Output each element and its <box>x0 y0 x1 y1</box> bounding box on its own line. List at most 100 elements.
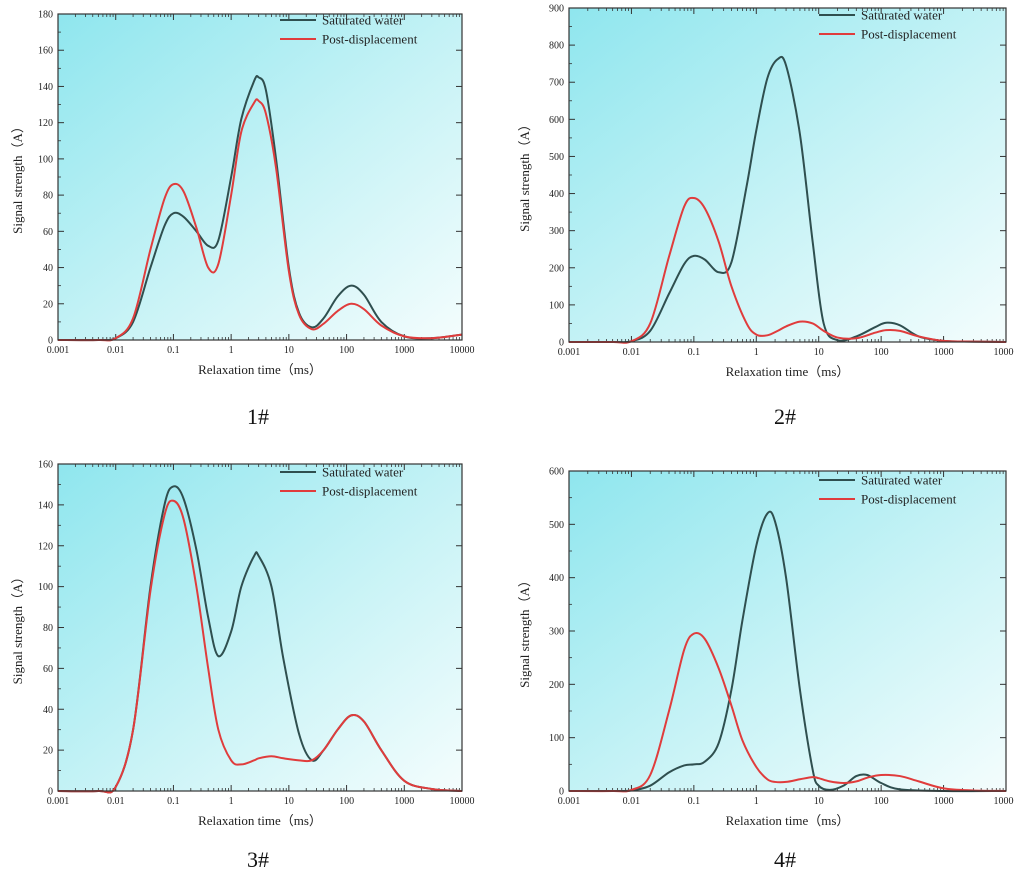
x-tick-label: 10000 <box>450 796 475 807</box>
x-tick-label: 1 <box>754 796 759 807</box>
legend-label: Saturated water <box>861 473 943 488</box>
y-tick-label: 900 <box>549 4 564 15</box>
legend-label: Post-displacement <box>322 484 418 499</box>
x-tick-label: 0.001 <box>558 796 581 807</box>
x-tick-label: 10000 <box>994 796 1014 807</box>
x-axis-label: Relaxation time（ms） <box>198 813 322 828</box>
x-tick-label: 0.01 <box>107 796 125 807</box>
y-tick-label: 200 <box>549 680 564 691</box>
chart-panel-1: 0.001 0.01 0.1 1 10 100 1000 10000 0 20 40 60 80 100 1… <box>0 0 507 442</box>
x-tick-label: 0.01 <box>623 796 641 807</box>
x-tick-label: 100 <box>874 347 889 358</box>
y-tick-label: 180 <box>38 10 53 21</box>
chart-3: 0.001 0.01 0.1 1 10 100 1000 10000 0 20 40 60 80 100 1… <box>0 442 507 885</box>
y-tick-label: 600 <box>549 467 564 478</box>
x-tick-label: 100 <box>339 796 354 807</box>
y-tick-label: 700 <box>549 78 564 89</box>
x-tick-label: 0.1 <box>167 796 180 807</box>
x-tick-label: 10 <box>284 345 294 356</box>
y-tick-label: 80 <box>43 623 53 634</box>
y-tick-label: 140 <box>38 500 53 511</box>
x-axis-label: Relaxation time（ms） <box>198 362 322 377</box>
x-tick-label: 0.1 <box>688 347 701 358</box>
y-tick-label: 0 <box>48 336 53 347</box>
legend-label: Saturated water <box>861 8 943 23</box>
y-tick-label: 120 <box>38 541 53 552</box>
x-tick-label: 1 <box>229 345 234 356</box>
y-tick-label: 20 <box>43 746 53 757</box>
legend-label: Post-displacement <box>322 32 418 47</box>
x-tick-label: 1000 <box>934 347 954 358</box>
chart-2: 0.001 0.01 0.1 1 10 100 1000 10000 0 100 200 300 400… <box>507 0 1014 442</box>
y-tick-label: 60 <box>43 227 53 238</box>
y-tick-label: 300 <box>549 226 564 237</box>
plot-background <box>569 8 1006 342</box>
plot-background <box>58 464 462 791</box>
legend-label: Saturated water <box>322 465 404 480</box>
x-tick-label: 100 <box>874 796 889 807</box>
chart-caption-2: 2# <box>735 404 835 430</box>
y-tick-label: 160 <box>38 460 53 471</box>
y-tick-label: 500 <box>549 520 564 531</box>
y-tick-label: 120 <box>38 118 53 129</box>
plot-background <box>58 14 462 340</box>
chart-caption-3: 3# <box>208 847 308 873</box>
legend-label: Post-displacement <box>861 492 957 507</box>
x-tick-label: 1 <box>754 347 759 358</box>
plot-background <box>569 471 1006 791</box>
chart-panel-4: 0.001 0.01 0.1 1 10 100 1000 10000 0 100 200 300 400… <box>507 442 1014 885</box>
y-axis-label: Signal strength（A） <box>517 118 532 232</box>
x-tick-label: 1000 <box>394 345 414 356</box>
y-tick-label: 500 <box>549 152 564 163</box>
y-axis-label: Signal strength（A） <box>517 574 532 688</box>
y-axis-label: Signal strength（A） <box>10 571 25 685</box>
y-tick-label: 40 <box>43 263 53 274</box>
y-tick-label: 80 <box>43 191 53 202</box>
legend-label: Saturated water <box>322 13 404 28</box>
x-axis-label: Relaxation time（ms） <box>726 364 850 379</box>
x-tick-label: 0.01 <box>623 347 641 358</box>
x-tick-label: 0.01 <box>107 345 125 356</box>
y-tick-label: 200 <box>549 263 564 274</box>
y-tick-label: 600 <box>549 115 564 126</box>
x-tick-label: 10 <box>814 796 824 807</box>
y-tick-label: 60 <box>43 664 53 675</box>
x-tick-label: 0.1 <box>688 796 701 807</box>
y-tick-label: 300 <box>549 627 564 638</box>
y-tick-label: 0 <box>559 787 564 798</box>
chart-panel-2: 0.001 0.01 0.1 1 10 100 1000 10000 0 100 200 300 400… <box>507 0 1014 442</box>
x-tick-label: 100 <box>339 345 354 356</box>
y-tick-label: 20 <box>43 299 53 310</box>
x-tick-label: 0.001 <box>47 345 70 356</box>
x-tick-label: 10 <box>814 347 824 358</box>
y-tick-label: 140 <box>38 82 53 93</box>
y-tick-label: 100 <box>38 582 53 593</box>
x-tick-label: 1000 <box>934 796 954 807</box>
y-tick-label: 0 <box>559 338 564 349</box>
y-tick-label: 100 <box>549 733 564 744</box>
x-axis-label: Relaxation time（ms） <box>726 813 850 828</box>
x-tick-label: 0.001 <box>47 796 70 807</box>
x-tick-label: 10000 <box>450 345 475 356</box>
y-tick-label: 400 <box>549 573 564 584</box>
y-axis-label: Signal strength（A） <box>10 120 25 234</box>
y-tick-label: 100 <box>38 154 53 165</box>
y-tick-label: 100 <box>549 300 564 311</box>
y-tick-label: 40 <box>43 705 53 716</box>
legend-label: Post-displacement <box>861 27 957 42</box>
chart-caption-4: 4# <box>735 847 835 873</box>
chart-panel-3: 0.001 0.01 0.1 1 10 100 1000 10000 0 20 40 60 80 100 1… <box>0 442 507 885</box>
x-tick-label: 1 <box>229 796 234 807</box>
chart-4: 0.001 0.01 0.1 1 10 100 1000 10000 0 100 200 300 400… <box>507 442 1014 885</box>
x-tick-label: 10 <box>284 796 294 807</box>
x-tick-label: 0.001 <box>558 347 581 358</box>
y-tick-label: 160 <box>38 46 53 57</box>
y-tick-label: 400 <box>549 189 564 200</box>
x-tick-label: 0.1 <box>167 345 180 356</box>
x-tick-label: 10000 <box>994 347 1014 358</box>
y-tick-label: 800 <box>549 41 564 52</box>
y-tick-label: 0 <box>48 787 53 798</box>
chart-caption-1: 1# <box>208 404 308 430</box>
x-tick-label: 1000 <box>394 796 414 807</box>
chart-1: 0.001 0.01 0.1 1 10 100 1000 10000 0 20 40 60 80 100 1… <box>0 0 507 442</box>
